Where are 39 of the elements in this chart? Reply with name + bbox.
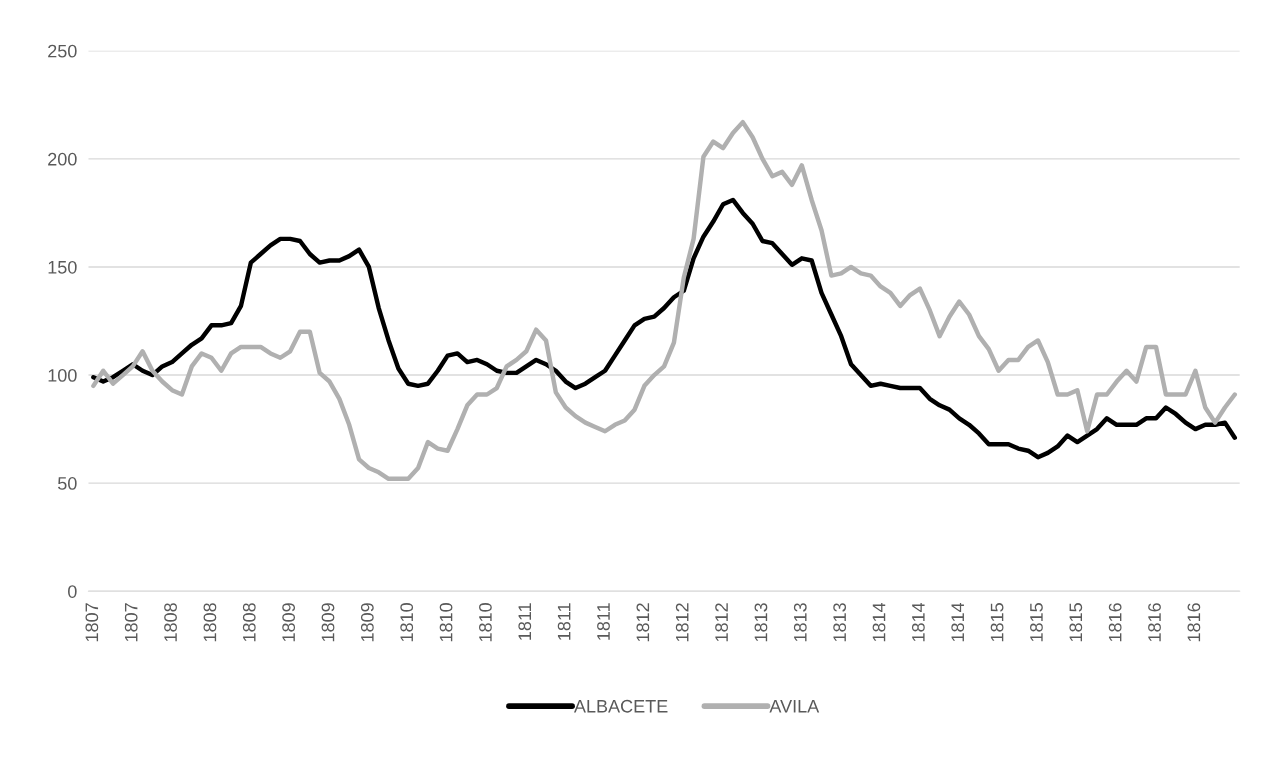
x-tick-label: 1815: [1069, 603, 1083, 642]
x-tick-label: 1816: [1108, 603, 1122, 642]
x-tick-label: 1809: [321, 603, 335, 642]
x-tick-label: 1810: [400, 603, 414, 642]
y-tick-label: 50: [57, 477, 77, 490]
legend-label: ALBACETE: [573, 699, 668, 713]
x-tick-label: 1809: [360, 603, 374, 642]
x-tick-label: 1812: [675, 603, 689, 642]
y-tick-label: 250: [48, 44, 77, 58]
x-tick-label: 1811: [518, 603, 532, 640]
x-tick-label: 1814: [951, 602, 965, 642]
line-series: [91, 119, 1237, 482]
x-tick-label: 1810: [479, 603, 492, 642]
x-tick-label: 1814: [872, 602, 886, 642]
line-series: [91, 197, 1237, 460]
y-tick-label: 100: [48, 368, 77, 382]
x-tick-label: 1808: [164, 603, 177, 642]
x-tick-label: 1815: [990, 603, 1004, 642]
x-tick-label: 1808: [203, 603, 217, 642]
x-tick-label: 1807: [85, 603, 99, 642]
x-tick-label: 1814: [911, 602, 925, 642]
x-tick-label: 1812: [636, 603, 650, 642]
y-tick-label: 200: [48, 152, 77, 166]
x-tick-label: 1816: [1187, 603, 1201, 642]
x-tick-label: 1807: [124, 603, 138, 642]
x-tick-label: 1809: [282, 603, 296, 642]
x-tick-label: 1813: [833, 603, 847, 642]
x-tick-label: 1808: [242, 603, 256, 642]
x-tick-label: 1813: [793, 603, 807, 642]
legend-label: AVILA: [769, 700, 820, 713]
x-tick-label: 1810: [439, 603, 453, 642]
x-tick-label: 1812: [715, 603, 728, 642]
x-tick-label: 1816: [1148, 603, 1161, 642]
x-tick-label: 1815: [1030, 603, 1043, 642]
x-tick-label: 1811: [597, 603, 610, 640]
y-tick-label: 0: [68, 585, 77, 598]
x-tick-label: 1811: [557, 603, 571, 640]
x-tick-label: 1813: [754, 603, 768, 642]
y-tick-label: 150: [48, 260, 77, 274]
